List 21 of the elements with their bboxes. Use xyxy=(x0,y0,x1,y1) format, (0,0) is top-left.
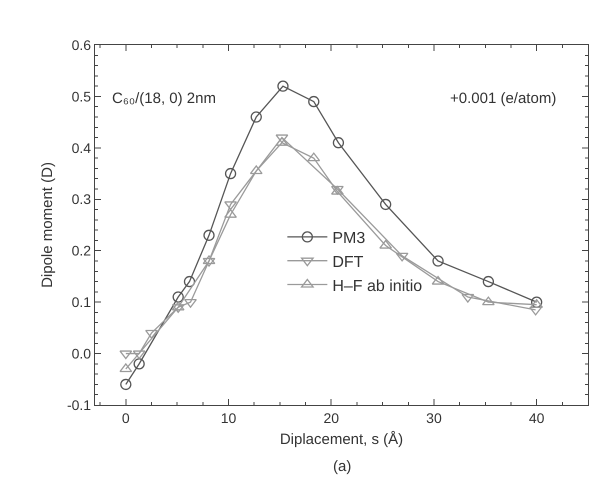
y-tick-label: 0.2 xyxy=(72,242,92,259)
y-tick-label: 0.0 xyxy=(72,345,92,362)
x-tick-label: 10 xyxy=(220,410,237,426)
x-tick-label: 30 xyxy=(426,410,442,426)
annotation: C₆₀/(18, 0) 2nm xyxy=(112,90,216,107)
y-tick-label: 0.3 xyxy=(72,191,92,208)
legend-label: H–F ab initio xyxy=(332,278,422,295)
x-axis-title: Diplacement, s (Å) xyxy=(280,430,404,448)
y-axis-title: Dipole moment (D) xyxy=(39,162,56,288)
y-tick-label: 0.1 xyxy=(72,294,92,310)
annotation: +0.001 (e/atom) xyxy=(450,90,556,107)
x-tick-label: 40 xyxy=(528,410,545,426)
text: (a) xyxy=(333,458,352,475)
y-tick-label: 0.4 xyxy=(72,140,92,156)
legend-label: PM3 xyxy=(332,230,366,248)
x-tick-label: 20 xyxy=(323,410,340,426)
y-tick-label: 0.6 xyxy=(72,36,92,53)
x-tick-label: 0 xyxy=(122,410,130,426)
y-tick-label: -0.1 xyxy=(66,396,92,413)
y-tick-label: 0.5 xyxy=(72,88,92,104)
legend-label: DFT xyxy=(332,254,364,271)
